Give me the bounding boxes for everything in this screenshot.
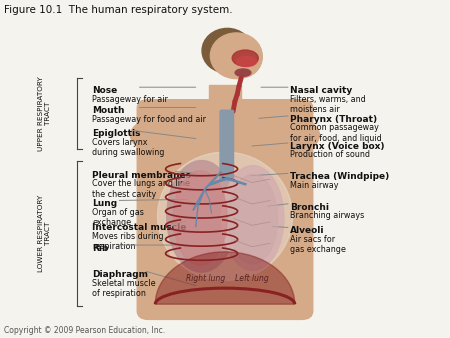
FancyBboxPatch shape [220, 110, 234, 180]
Text: Filters, warms, and
moistens air: Filters, warms, and moistens air [290, 95, 366, 114]
Text: Cover the lungs and line
the chest cavity: Cover the lungs and line the chest cavit… [92, 179, 190, 198]
Text: Bronchi: Bronchi [290, 203, 329, 212]
Text: Intercostal muscle: Intercostal muscle [92, 223, 187, 232]
Ellipse shape [235, 69, 251, 76]
FancyBboxPatch shape [209, 84, 241, 128]
Text: Lung: Lung [92, 199, 117, 209]
Ellipse shape [173, 171, 227, 265]
FancyBboxPatch shape [137, 100, 313, 319]
Text: Main airway: Main airway [290, 181, 339, 190]
Text: Passageway for food and air: Passageway for food and air [92, 115, 206, 124]
Text: Organ of gas
exchange: Organ of gas exchange [92, 208, 144, 227]
Ellipse shape [266, 118, 320, 152]
Text: Nose: Nose [92, 86, 117, 95]
Text: Pleural membranes: Pleural membranes [92, 171, 191, 180]
Text: Larynx (Voice box): Larynx (Voice box) [290, 142, 385, 151]
Text: Mouth: Mouth [92, 106, 125, 116]
Ellipse shape [166, 161, 237, 272]
Text: Trachea (Windpipe): Trachea (Windpipe) [290, 172, 390, 182]
Text: Rib: Rib [92, 244, 108, 253]
Text: Covers larynx
during swallowing: Covers larynx during swallowing [92, 138, 165, 157]
Ellipse shape [222, 166, 284, 270]
Text: Figure 10.1  The human respiratory system.: Figure 10.1 The human respiratory system… [4, 5, 233, 15]
Ellipse shape [220, 37, 262, 78]
Text: Production of sound: Production of sound [290, 150, 370, 160]
Text: Copyright © 2009 Pearson Education, Inc.: Copyright © 2009 Pearson Education, Inc. [4, 326, 166, 335]
Text: LOWER RESPIRATORY
TRACT: LOWER RESPIRATORY TRACT [38, 195, 50, 272]
Text: Air sacs for
gas exchange: Air sacs for gas exchange [290, 235, 346, 254]
Text: Epiglottis: Epiglottis [92, 129, 141, 139]
Text: Passageway for air: Passageway for air [92, 95, 168, 104]
Text: Right lung: Right lung [186, 274, 226, 283]
Text: Nasal cavity: Nasal cavity [290, 86, 352, 95]
Text: UPPER RESPIRATORY
TRACT: UPPER RESPIRATORY TRACT [38, 76, 50, 151]
Ellipse shape [158, 152, 292, 281]
Text: Diaphragm: Diaphragm [92, 270, 148, 280]
Ellipse shape [130, 118, 184, 152]
Text: Common passageway
for air, food, and liquid: Common passageway for air, food, and liq… [290, 123, 382, 143]
Ellipse shape [228, 174, 278, 264]
Ellipse shape [237, 56, 256, 67]
Text: Pharynx (Throat): Pharynx (Throat) [290, 115, 378, 124]
Ellipse shape [202, 28, 252, 73]
Text: Skeletal muscle
of respiration: Skeletal muscle of respiration [92, 279, 156, 298]
Wedge shape [155, 252, 295, 304]
Text: Alveoli: Alveoli [290, 226, 325, 236]
Text: Left lung: Left lung [235, 274, 269, 283]
Text: Branching airways: Branching airways [290, 211, 364, 220]
Text: Moves ribs during
respiration: Moves ribs during respiration [92, 232, 164, 251]
Ellipse shape [252, 59, 261, 66]
Ellipse shape [232, 50, 258, 66]
Ellipse shape [211, 33, 262, 79]
